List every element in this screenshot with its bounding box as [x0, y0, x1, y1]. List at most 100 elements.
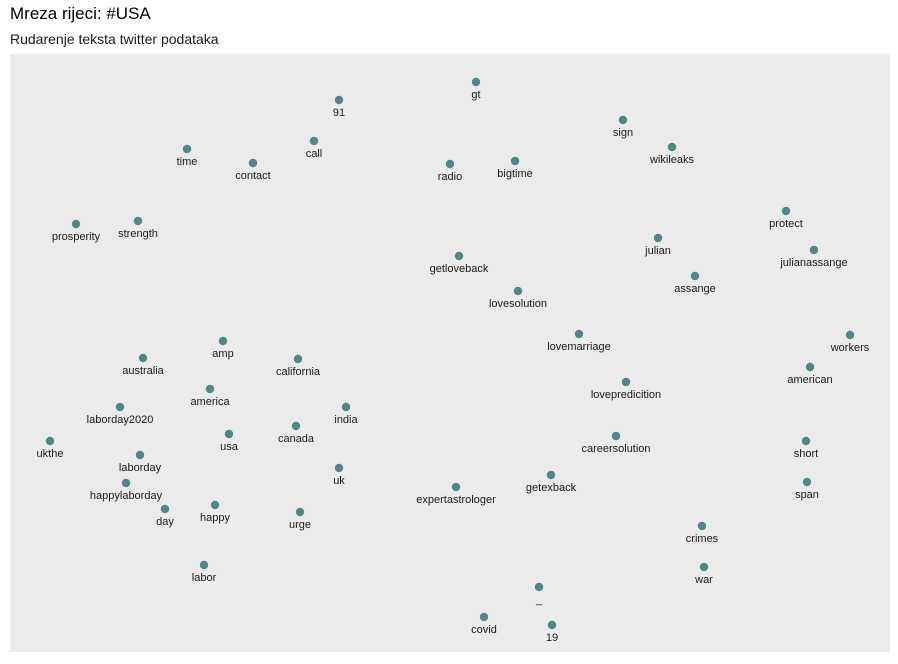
word-node: gt [471, 77, 481, 101]
word-node-point [805, 362, 815, 372]
word-node-point [133, 216, 143, 226]
word-node-point [295, 507, 305, 517]
word-node-label: india [334, 414, 358, 426]
word-node: contact [235, 158, 271, 182]
word-node: laborday [119, 450, 162, 474]
word-node: crimes [686, 521, 719, 545]
word-node-point [546, 470, 556, 480]
word-node-label: covid [471, 624, 497, 636]
word-node-point [334, 463, 344, 473]
word-node-point [121, 478, 131, 488]
word-node: wikileaks [649, 142, 695, 166]
word-node: workers [830, 330, 870, 354]
word-node: span [795, 477, 819, 501]
word-node-point [334, 95, 344, 105]
word-node: laborday2020 [87, 402, 153, 426]
word-node-label: time [177, 156, 198, 168]
word-node: day [156, 504, 174, 528]
word-node: 19 [546, 620, 558, 644]
word-node-point [667, 142, 677, 152]
word-node: time [177, 144, 198, 168]
word-node: amp [212, 336, 234, 360]
word-node-point [291, 421, 301, 431]
word-node: protect [769, 206, 803, 230]
word-node-label: _ [535, 594, 543, 606]
word-node: uk [333, 463, 345, 487]
word-node-label: happylaborday [90, 490, 163, 502]
word-node-label: america [190, 396, 230, 408]
panel-background [10, 54, 890, 652]
word-node-point [471, 77, 481, 87]
word-node-point [293, 354, 303, 364]
word-node: julian [644, 233, 671, 257]
word-node-label: 19 [546, 632, 558, 644]
word-node: getexback [526, 470, 577, 494]
word-node-point [135, 450, 145, 460]
word-node-point [309, 136, 319, 146]
word-node: julianassange [779, 245, 848, 269]
word-node-point [248, 158, 258, 168]
node-layer: gt 91 sign call wikileaks time bigtime radio con… [37, 77, 870, 644]
word-node: australia [122, 353, 165, 377]
word-node-point [574, 329, 584, 339]
word-node-label: radio [438, 171, 462, 183]
word-node: sign [613, 115, 633, 139]
word-node-label: amp [212, 348, 233, 360]
word-node-point [781, 206, 791, 216]
word-network-plot: gt 91 sign call wikileaks time bigtime radio con… [10, 54, 890, 652]
word-node-point [534, 582, 544, 592]
word-node-label: usa [220, 441, 239, 453]
word-node-label: day [156, 516, 174, 528]
word-node: india [334, 402, 358, 426]
word-node: happylaborday [90, 478, 163, 502]
word-node-label: 91 [333, 107, 345, 119]
word-node-point [138, 353, 148, 363]
word-node-point [71, 219, 81, 229]
word-node: lovemarriage [547, 329, 611, 353]
word-node-label: happy [200, 512, 230, 524]
word-node-point [210, 500, 220, 510]
word-node-point [513, 286, 523, 296]
word-node-point [801, 436, 811, 446]
word-node-label: sign [613, 127, 633, 139]
word-node-label: careersolution [581, 443, 650, 455]
word-node: american [787, 362, 833, 386]
word-node-label: protect [769, 218, 803, 230]
word-node-label: bigtime [497, 168, 532, 180]
word-node-point [115, 402, 125, 412]
word-node-point [445, 159, 455, 169]
word-node-label: ukthe [37, 448, 64, 460]
word-node-point [199, 560, 209, 570]
chart-subtitle: Rudarenje teksta twitter podataka [10, 31, 219, 47]
word-node-point [224, 429, 234, 439]
word-node: ukthe [37, 436, 64, 460]
word-node-label: war [694, 574, 713, 586]
word-node-label: gt [471, 89, 480, 101]
word-node-label: lovemarriage [547, 341, 611, 353]
word-node-label: call [306, 148, 323, 160]
chart-title: Mreza rijeci: #USA [10, 4, 151, 23]
word-node: labor [192, 560, 217, 584]
word-node-label: laborday [119, 462, 162, 474]
word-node: war [694, 562, 713, 586]
word-node-label: strength [118, 228, 158, 240]
word-node: covid [471, 612, 497, 636]
word-node-point [160, 504, 170, 514]
word-node: lovepredicition [591, 377, 661, 401]
word-node-label: australia [122, 365, 164, 377]
word-node: canada [278, 421, 315, 445]
word-node-label: julianassange [779, 257, 847, 269]
word-node-point [809, 245, 819, 255]
word-node: short [794, 436, 818, 460]
word-node-label: uk [333, 475, 345, 487]
word-node-label: getexback [526, 482, 577, 494]
word-node: america [190, 384, 230, 408]
word-node: assange [674, 271, 716, 295]
word-node: careersolution [581, 431, 651, 455]
word-node-point [547, 620, 557, 630]
word-node-point [697, 521, 707, 531]
word-node: _ [534, 582, 544, 606]
word-node: urge [289, 507, 311, 531]
plot-panel: gt 91 sign call wikileaks time bigtime radio con… [10, 54, 890, 652]
word-node: expertastrologer [416, 482, 496, 506]
